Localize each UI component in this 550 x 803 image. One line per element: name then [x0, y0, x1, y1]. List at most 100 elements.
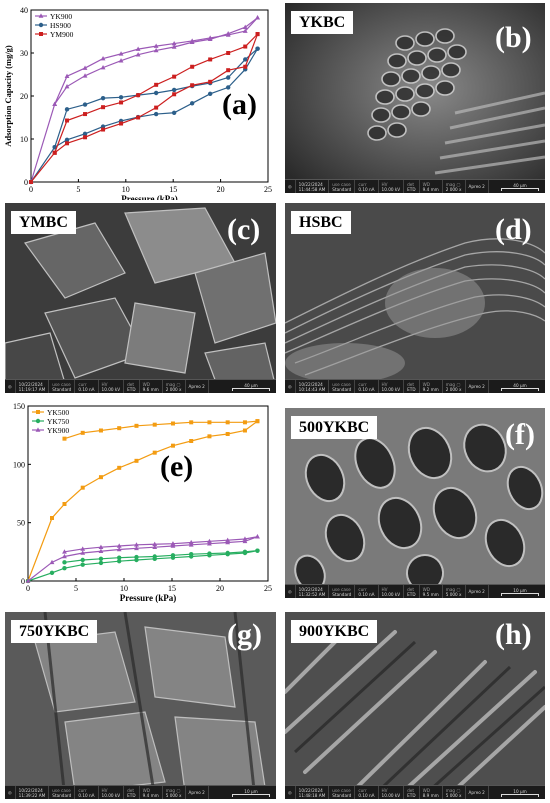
chart-a-point: [171, 40, 177, 46]
chart-a-point: [118, 58, 124, 63]
chart-a-x-tick-label: 10: [122, 185, 130, 194]
chart-a-point: [135, 52, 141, 57]
chart-e-legend-marker: [35, 427, 41, 432]
chart-e-point: [98, 556, 104, 562]
chart-e-series-desorption-0: [64, 420, 258, 440]
sem-texture-stacked: [5, 612, 276, 799]
sem-texture-flakes: [5, 203, 276, 393]
sem-info-bar-h: ◎ 10/22/2024 11:48:18 AM use case Standard…: [285, 785, 545, 799]
chart-e-point: [80, 430, 85, 435]
chart-e-point: [117, 465, 122, 470]
chart-e-x-tick-label: 0: [26, 584, 30, 593]
chart-a-y-tick-label: 10: [20, 135, 28, 144]
chart-e-x-tick-label: 20: [216, 584, 224, 593]
chart-e-point: [80, 550, 86, 555]
chart-e-point: [62, 560, 67, 565]
chart-e-y-tick-label: 150: [13, 402, 25, 411]
chart-a-point: [243, 44, 248, 49]
chart-e-point: [98, 544, 104, 549]
chart-a-point: [83, 135, 88, 140]
chart-a-x-tick-label: 0: [29, 185, 33, 194]
chart-e-point: [225, 432, 230, 436]
chart-a-point: [208, 57, 213, 62]
panel-h-sem-image: 900YKBC (h) ◎ 10/22/2024 11:48:18 AM use …: [285, 612, 545, 799]
chart-a-point: [65, 141, 70, 146]
sem-texture-fibrous: [285, 612, 545, 799]
chart-e-point: [255, 419, 260, 424]
chart-a-point: [190, 83, 195, 88]
chart-a-point: [82, 102, 88, 107]
panel-e-letter: (e): [160, 450, 194, 483]
chart-e-point: [62, 502, 67, 506]
panel-f-label: 500YKBC: [291, 416, 378, 439]
chart-e-point: [62, 549, 67, 554]
chart-e-x-tick-label: 10: [120, 584, 128, 593]
chart-e-point: [225, 420, 230, 425]
chart-e-point: [117, 555, 122, 560]
chart-e-x-axis-label: Pressure (kPa): [120, 593, 176, 603]
chart-e-point: [255, 548, 260, 553]
chart-e-point: [25, 578, 31, 583]
chart-a-point: [207, 91, 213, 97]
chart-e-point: [152, 450, 157, 455]
chart-e-point: [134, 423, 139, 428]
chart-e-point: [134, 554, 139, 560]
panel-h-label: 900YKBC: [291, 620, 378, 643]
panel-d-sem-image: HSBC (d) ◎ 10/22/2024 10:14:43 AM use cas…: [285, 203, 545, 393]
panel-g-label: 750YKBC: [11, 620, 98, 643]
sem-info-bar-f: ◎ 10/22/2024 11:32:52 AM use case Standard…: [285, 584, 545, 598]
chart-a-legend-label: HS900: [50, 21, 71, 30]
chart-a-point: [171, 110, 177, 115]
chart-a-point: [208, 79, 213, 84]
chart-e-point: [98, 428, 103, 433]
chart-e-point: [98, 560, 104, 566]
chart-e-point: [242, 536, 248, 541]
chart-e-point: [207, 420, 212, 425]
chart-e-point: [49, 559, 55, 565]
chart-a-point: [52, 150, 57, 155]
chart-a-point: [225, 85, 231, 90]
chart-a-point: [153, 47, 159, 53]
chart-a-point: [100, 55, 106, 61]
chart-a-point: [242, 24, 248, 29]
panel-e-chart: 0 5 10 15 20 25 0 50 100 150 Pressure (kPa) YK500 YK…: [0, 400, 276, 605]
chart-a-point: [172, 74, 177, 79]
chart-a-point: [64, 73, 70, 79]
chart-a-point: [243, 64, 248, 69]
chart-a-point: [207, 36, 213, 42]
chart-e-point: [225, 537, 231, 542]
sem-texture-honeycomb: [285, 3, 545, 193]
chart-a-x-tick-label: 5: [76, 185, 80, 194]
panel-a-letter: (a): [222, 88, 257, 121]
chart-e-x-tick-label: 25: [264, 584, 272, 593]
chart-a-point: [171, 44, 177, 49]
panel-c-label: YMBC: [11, 211, 76, 234]
chart-a-point: [154, 105, 159, 110]
chart-a-point: [190, 64, 195, 69]
chart-e-legend-label: YK750: [47, 417, 69, 426]
chart-a-point: [255, 15, 260, 20]
chart-e-point: [116, 546, 122, 552]
chart-e-point: [170, 553, 176, 558]
panel-g-sem-image: 750YKBC (g) ◎ 10/22/2024 11:39:22 AM use …: [5, 612, 276, 799]
chart-e-point: [62, 436, 67, 441]
chart-a-point: [255, 46, 260, 51]
chart-a-legend-marker: [38, 13, 44, 18]
chart-a-svg: 0 5 10 15 20 25 0 10 20 30 40 Pressure (kPa) Adsorpt…: [3, 6, 272, 200]
chart-a-legend-marker: [39, 32, 43, 36]
chart-a-point: [171, 87, 177, 93]
chart-a-point: [118, 51, 124, 56]
chart-a-point: [226, 68, 231, 73]
chart-a-point: [64, 83, 70, 89]
panel-g-letter: (g): [227, 618, 262, 651]
chart-a-point: [101, 105, 106, 110]
chart-a-series-adsorption-1: [30, 48, 259, 183]
chart-e-point: [62, 553, 67, 559]
panel-c-sem-image: YMBC (c) ◎ 10/22/2024 11:19:17 AM use cas…: [5, 203, 276, 393]
chart-e-point: [170, 541, 176, 546]
chart-a-y-tick-label: 20: [20, 92, 28, 101]
panel-d-letter: (d): [495, 213, 532, 246]
chart-e-point: [242, 428, 247, 433]
chart-a-point: [100, 95, 106, 101]
